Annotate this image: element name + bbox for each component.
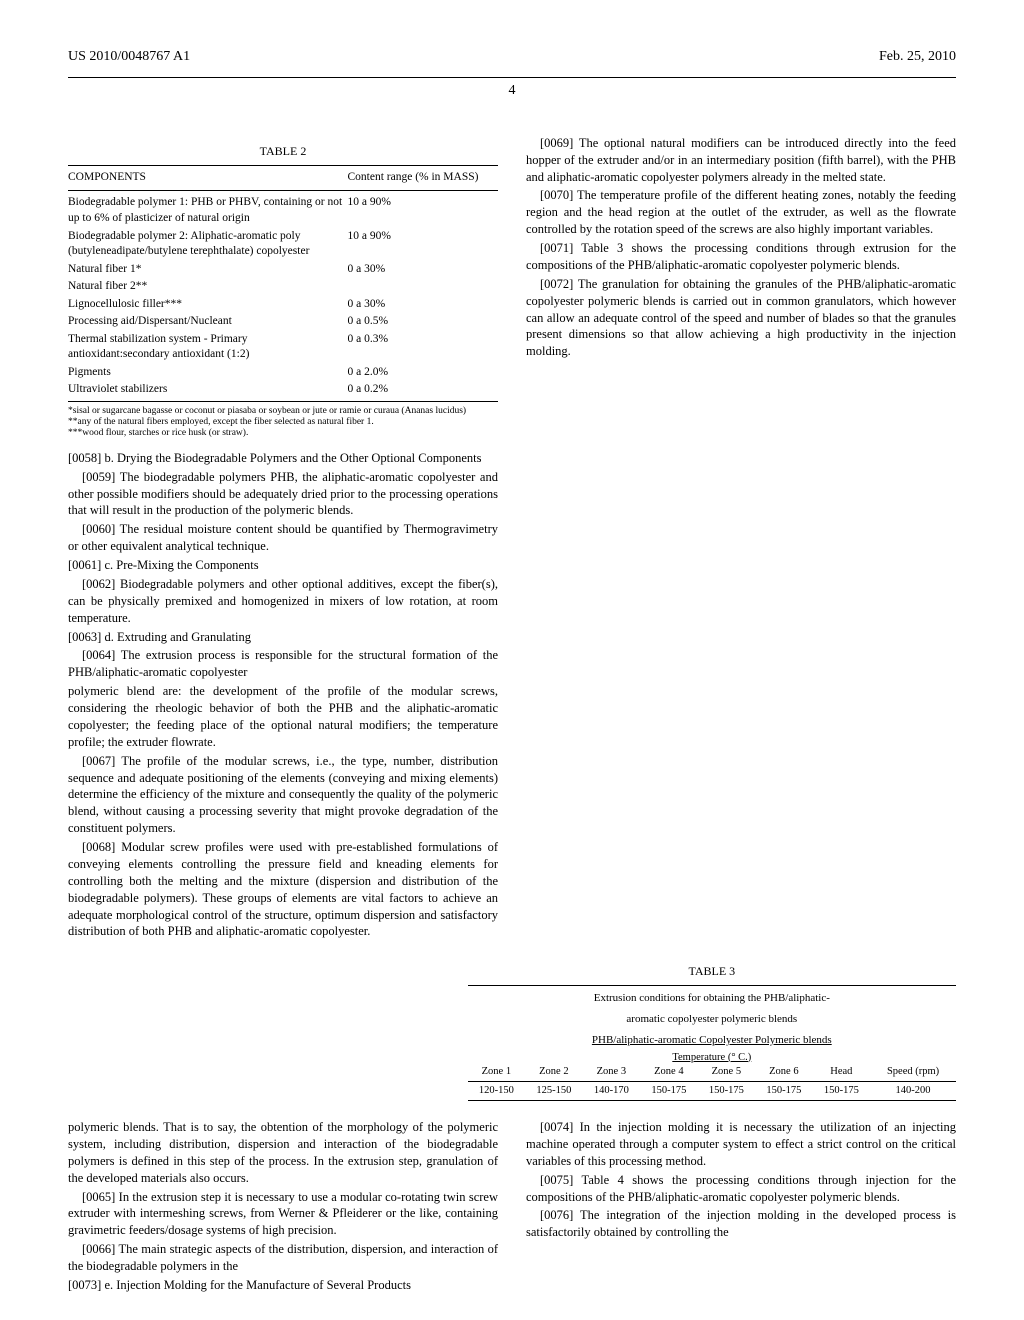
body-paragraph: [0074] In the injection molding it is ne…: [526, 1119, 956, 1170]
table-2-footnotes: *sisal or sugarcane bagasse or coconut o…: [68, 406, 498, 440]
table-cell: Ultraviolet stabilizers: [68, 381, 348, 399]
table-cell: 0 a 0.5%: [348, 313, 499, 331]
pub-date: Feb. 25, 2010: [879, 48, 956, 67]
table-cell: Biodegradable polymer 1: PHB or PHBV, co…: [68, 194, 348, 227]
table-3-title: Extrusion conditions for obtaining the P…: [468, 988, 956, 1009]
table-cell: 120-150: [468, 1084, 526, 1098]
footnote: **any of the natural fibers employed, ex…: [68, 417, 498, 428]
lower-columns: polymeric blends. That is to say, the ob…: [68, 1119, 956, 1299]
table-col-header: COMPONENTS: [68, 168, 348, 188]
table-2-caption: TABLE 2: [68, 143, 498, 159]
table-col-header: Zone 1: [468, 1065, 526, 1079]
table-cell: [348, 278, 499, 296]
table-3-temp-header: Temperature (° C.): [468, 1051, 956, 1065]
body-paragraph: [0068] Modular screw profiles were used …: [68, 839, 498, 940]
body-paragraph: [0076] The integration of the injection …: [526, 1207, 956, 1241]
table-2: TABLE 2 COMPONENTS Content range (% in M…: [68, 143, 498, 440]
body-paragraph: [0070] The temperature profile of the di…: [526, 187, 956, 238]
body-paragraph: [0059] The biodegradable polymers PHB, t…: [68, 469, 498, 520]
body-paragraph: [0060] The residual moisture content sho…: [68, 521, 498, 555]
table-2-grid: COMPONENTS Content range (% in MASS) Bio…: [68, 168, 498, 399]
page-number: 4: [68, 82, 956, 101]
pub-number: US 2010/0048767 A1: [68, 48, 190, 67]
table-cell: 150-175: [698, 1084, 756, 1098]
table-cell: Natural fiber 2**: [68, 278, 348, 296]
table-cell: 10 a 90%: [348, 194, 499, 227]
body-paragraph: [0067] The profile of the modular screws…: [68, 753, 498, 837]
footnote: ***wood flour, starches or rice husk (or…: [68, 428, 498, 439]
table-cell: 125-150: [525, 1084, 583, 1098]
table-cell: 0 a 0.2%: [348, 381, 499, 399]
table-cell: 140-170: [583, 1084, 641, 1098]
body-paragraph: [0062] Biodegradable polymers and other …: [68, 576, 498, 627]
body-paragraph: [0069] The optional natural modifiers ca…: [526, 135, 956, 186]
table-col-header: Zone 3: [583, 1065, 641, 1079]
table-cell: Pigments: [68, 364, 348, 382]
table-3-title: aromatic copolyester polymeric blends: [468, 1009, 956, 1030]
table-col-header: Zone 2: [525, 1065, 583, 1079]
table-col-header: Zone 6: [755, 1065, 813, 1079]
section-heading: [0073] e. Injection Molding for the Manu…: [68, 1277, 498, 1294]
body-paragraph: polymeric blend are: the development of …: [68, 683, 498, 751]
header-rule: [68, 77, 956, 78]
table-cell: Natural fiber 1*: [68, 261, 348, 279]
table-3-title: PHB/aliphatic-aromatic Copolyester Polym…: [468, 1030, 956, 1051]
table-3-caption: TABLE 3: [468, 963, 956, 979]
table-cell: Processing aid/Dispersant/Nucleant: [68, 313, 348, 331]
section-heading: [0061] c. Pre-Mixing the Components: [68, 557, 498, 574]
upper-columns: TABLE 2 COMPONENTS Content range (% in M…: [68, 135, 956, 945]
table-cell: 150-175: [755, 1084, 813, 1098]
table-cell: 150-175: [813, 1084, 871, 1098]
table-cell: Biodegradable polymer 2: Aliphatic-aroma…: [68, 228, 348, 261]
table-3-grid: Extrusion conditions for obtaining the P…: [468, 988, 956, 1098]
table-cell: 150-175: [640, 1084, 698, 1098]
body-paragraph: [0071] Table 3 shows the processing cond…: [526, 240, 956, 274]
footnote: *sisal or sugarcane bagasse or coconut o…: [68, 406, 498, 417]
table-col-header: Content range (% in MASS): [348, 168, 499, 188]
table-cell: Thermal stabilization system - Primary a…: [68, 331, 348, 364]
body-paragraph: polymeric blends. That is to say, the ob…: [68, 1119, 498, 1187]
page-header: US 2010/0048767 A1 Feb. 25, 2010: [68, 48, 956, 67]
table-cell: 0 a 0.3%: [348, 331, 499, 364]
table-cell: 0 a 30%: [348, 261, 499, 279]
table-cell: 0 a 30%: [348, 296, 499, 314]
table-col-header: Zone 5: [698, 1065, 756, 1079]
table-cell: Lignocellulosic filler***: [68, 296, 348, 314]
body-paragraph: [0075] Table 4 shows the processing cond…: [526, 1172, 956, 1206]
table-col-header: Head: [813, 1065, 871, 1079]
table-col-header: Zone 4: [640, 1065, 698, 1079]
table-3: TABLE 3 Extrusion conditions for obtaini…: [468, 963, 956, 1101]
body-paragraph: [0064] The extrusion process is responsi…: [68, 647, 498, 681]
body-paragraph: [0066] The main strategic aspects of the…: [68, 1241, 498, 1275]
table-cell: 140-200: [870, 1084, 956, 1098]
table-cell: 10 a 90%: [348, 228, 499, 261]
body-paragraph: [0065] In the extrusion step it is neces…: [68, 1189, 498, 1240]
body-paragraph: [0072] The granulation for obtaining the…: [526, 276, 956, 360]
section-heading: [0058] b. Drying the Biodegradable Polym…: [68, 450, 498, 467]
table-cell: 0 a 2.0%: [348, 364, 499, 382]
section-heading: [0063] d. Extruding and Granulating: [68, 629, 498, 646]
table-col-header: Speed (rpm): [870, 1065, 956, 1079]
